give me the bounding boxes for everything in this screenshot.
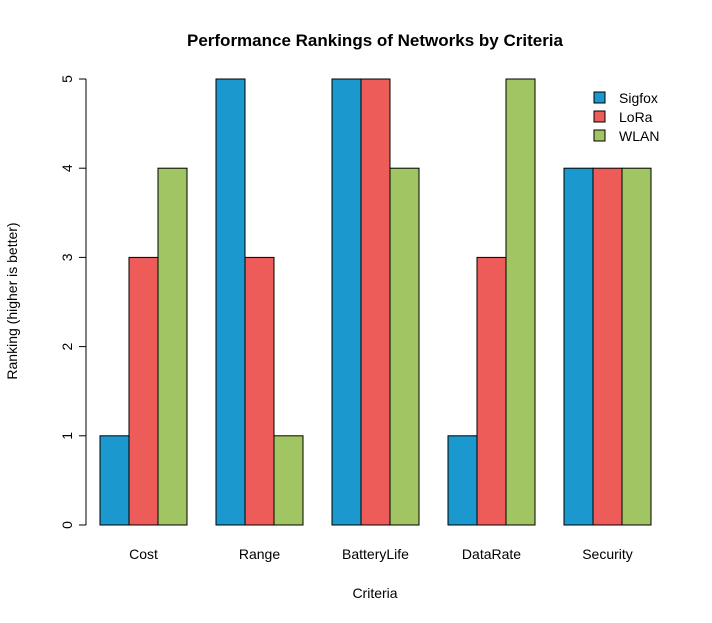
bar-lora-cost (128, 256, 159, 526)
x-tick-label: Range (239, 546, 280, 562)
y-tick-label: 3 (59, 253, 75, 261)
legend-swatch-lora (593, 110, 606, 123)
bar-sigfox-batterylife (331, 78, 362, 526)
bar-sigfox-cost (99, 435, 130, 526)
y-tick-label: 1 (59, 432, 75, 440)
bar-lora-batterylife (360, 78, 391, 526)
y-axis: 0 1 2 3 4 5 (59, 75, 87, 529)
y-tick-label: 0 (59, 521, 75, 529)
legend-swatch-wlan (593, 129, 606, 142)
bar-sigfox-security (563, 167, 594, 526)
bar-wlan-range (273, 435, 304, 526)
legend-swatch-sigfox (593, 91, 606, 104)
bar-wlan-security (621, 167, 652, 526)
x-axis-label: Criteria (352, 585, 397, 601)
y-tick-label: 5 (59, 75, 75, 83)
bar-sigfox-datarate (447, 435, 478, 526)
bar-wlan-datarate (505, 78, 536, 526)
legend-label-sigfox: Sigfox (619, 90, 658, 106)
y-tick-label: 4 (59, 164, 75, 172)
x-tick-label: BatteryLife (342, 546, 409, 562)
legend-label-lora: LoRa (619, 109, 653, 125)
bar-sigfox-range (215, 78, 246, 526)
bar-lora-datarate (476, 256, 507, 526)
bar-lora-range (244, 256, 275, 526)
y-tick-label: 2 (59, 342, 75, 350)
bar-lora-security (592, 167, 623, 526)
x-tick-label: Cost (129, 546, 158, 562)
bar-wlan-batterylife (389, 167, 420, 526)
x-tick-label: Security (582, 546, 633, 562)
y-axis-label: Ranking (higher is better) (4, 222, 20, 379)
bars (99, 78, 652, 526)
legend-label-wlan: WLAN (619, 128, 659, 144)
bar-wlan-cost (157, 167, 188, 526)
legend: Sigfox LoRa WLAN (593, 90, 659, 144)
chart-title: Performance Rankings of Networks by Crit… (187, 31, 564, 50)
x-tick-labels: Cost Range BatteryLife DataRate Security (129, 546, 633, 562)
x-tick-label: DataRate (462, 546, 521, 562)
